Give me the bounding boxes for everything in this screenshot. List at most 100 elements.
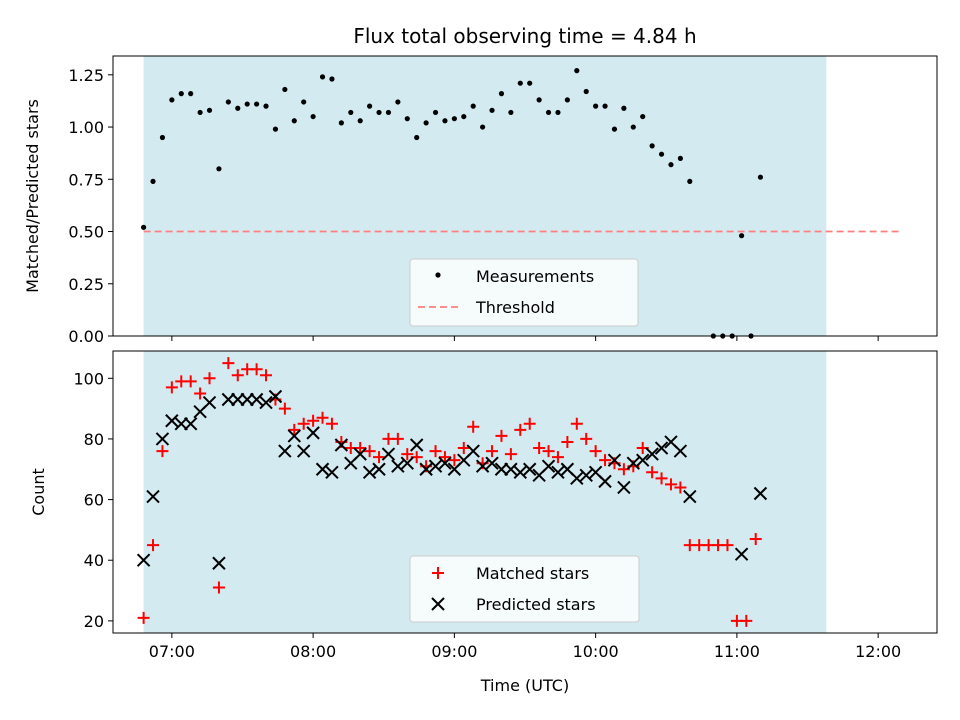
measurements-point-46 <box>574 68 580 74</box>
measurements-point-29 <box>414 134 420 141</box>
bottom-y-tick-label-3: 80 <box>84 430 104 449</box>
measurements-point-26 <box>385 109 392 116</box>
measurements-point-55 <box>658 151 665 157</box>
bottom-y-tick-label-0: 20 <box>84 612 104 631</box>
measurements-point-64 <box>757 174 764 180</box>
matched-stars-point-49 <box>599 454 612 467</box>
measurements-point-38 <box>498 91 505 97</box>
bottom-y-tick-label-1: 40 <box>84 551 104 570</box>
matched-stars-point-31 <box>429 445 442 458</box>
matched-stars-point-37 <box>486 445 499 458</box>
matched-stars-point-23 <box>354 442 367 455</box>
matched-stars-point-28 <box>401 448 414 461</box>
top-y-tick-label-4: 1.00 <box>68 118 104 137</box>
matched-stars-point-0 <box>137 611 150 624</box>
bottom-legend-box <box>409 555 640 623</box>
bottom-legend: Matched stars Predicted stars <box>409 555 640 623</box>
matched-stars-point-54 <box>646 466 659 479</box>
measurements-point-24 <box>367 103 373 109</box>
predicted-stars-point-49 <box>598 474 612 489</box>
predicted-stars-point-58 <box>683 489 697 504</box>
top-y-tick-label-1: 0.25 <box>68 275 104 294</box>
predicted-stars-point-39 <box>504 462 518 476</box>
predicted-stars-point-41 <box>523 462 537 476</box>
measurements-point-35 <box>470 103 476 109</box>
predicted-stars-point-18 <box>306 426 320 440</box>
matched-stars-point-15 <box>278 402 291 415</box>
predicted-stars-point-10 <box>231 392 245 407</box>
predicted-stars-point-0 <box>136 553 151 567</box>
measurements-point-28 <box>404 116 410 122</box>
measurements-point-54 <box>649 143 655 149</box>
predicted-stars-point-14 <box>268 389 283 404</box>
measurements-point-15 <box>282 86 288 93</box>
matched-stars-point-38 <box>495 429 508 442</box>
predicted-stars-point-46 <box>570 471 584 486</box>
measurements-point-42 <box>536 97 542 103</box>
matched-stars-point-2 <box>156 445 169 458</box>
matched-stars-point-8 <box>212 581 225 594</box>
matched-stars-point-35 <box>467 420 480 433</box>
measurements-point-5 <box>188 91 194 97</box>
predicted-stars-point-2 <box>155 432 170 446</box>
measurements-point-58 <box>687 178 693 184</box>
top-y-tick-label-3: 0.75 <box>68 170 104 189</box>
matched-stars-point-16 <box>288 423 301 436</box>
predicted-stars-point-40 <box>513 465 527 479</box>
measurements-point-52 <box>630 124 636 130</box>
measurements-point-9 <box>225 99 231 105</box>
matched-stars-point-34 <box>457 442 470 455</box>
predicted-stars-point-54 <box>645 447 659 461</box>
matched-stars-point-62 <box>721 539 734 552</box>
matched-stars-point-5 <box>184 375 197 388</box>
matched-stars-point-12 <box>250 363 263 376</box>
predicted-stars-point-23 <box>353 447 367 461</box>
matched-stars-point-9 <box>222 357 235 370</box>
x-tick-label-5: 12:00 <box>855 642 901 661</box>
measurements-point-32 <box>442 118 448 124</box>
matched-stars-point-43 <box>542 445 555 458</box>
bottom-plot-frame <box>112 350 938 634</box>
measurements-point-31 <box>432 109 439 116</box>
matched-stars-point-6 <box>194 387 207 400</box>
measurements-point-22 <box>348 109 354 116</box>
measurements-point-49 <box>602 103 608 109</box>
predicted-stars-point-31 <box>428 459 443 473</box>
predicted-stars-point-12 <box>249 392 264 407</box>
predicted-stars-point-16 <box>287 429 301 443</box>
x-tick-label-0: 07:00 <box>149 642 195 661</box>
predicted-stars-point-30 <box>419 462 433 476</box>
predicted-stars-point-52 <box>626 456 641 470</box>
measurements-point-37 <box>489 107 495 113</box>
matched-stars-point-44 <box>551 451 564 464</box>
measurements-point-56 <box>668 162 674 168</box>
measurements-point-19 <box>319 74 326 80</box>
predicted-stars-point-35 <box>466 444 480 458</box>
measurements-point-57 <box>677 155 683 161</box>
measurements-point-51 <box>621 105 627 111</box>
predicted-stars-point-20 <box>325 465 339 479</box>
measurements-point-17 <box>301 99 307 105</box>
matched-stars-point-10 <box>231 369 244 382</box>
matched-stars-point-55 <box>655 472 668 485</box>
predicted-stars-point-5 <box>183 417 198 431</box>
measurements-point-39 <box>508 109 514 116</box>
predicted-stars-point-28 <box>400 456 414 470</box>
predicted-stars-point-1 <box>146 489 160 504</box>
predicted-stars-point-38 <box>494 462 509 476</box>
matched-stars-point-41 <box>523 417 536 430</box>
measurements-point-18 <box>310 113 316 120</box>
measurements-point-50 <box>611 126 618 132</box>
predicted-stars-point-4 <box>174 417 188 431</box>
measurements-point-43 <box>545 109 552 116</box>
measurements-point-12 <box>254 101 260 107</box>
matched-stars-point-20 <box>325 417 338 430</box>
matched-stars-point-18 <box>307 414 320 427</box>
measurements-point-2 <box>159 134 166 141</box>
matched-stars-point-13 <box>260 369 273 382</box>
predicted-stars-point-60 <box>753 486 768 501</box>
predicted-stars-point-50 <box>607 453 622 467</box>
matched-stars-point-40 <box>514 423 527 436</box>
measurements-point-7 <box>206 107 213 113</box>
